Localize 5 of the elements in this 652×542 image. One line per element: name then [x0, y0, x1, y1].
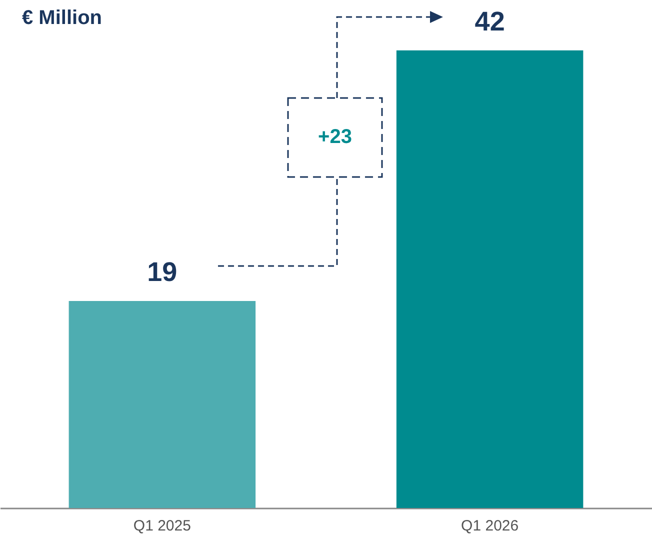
- data-label: 42: [474, 6, 505, 36]
- chart-title: € Million: [22, 7, 102, 29]
- x-tick-label: Q1 2025: [133, 518, 191, 534]
- data-label: 19: [147, 256, 178, 287]
- x-tick-label: Q1 2026: [461, 518, 519, 534]
